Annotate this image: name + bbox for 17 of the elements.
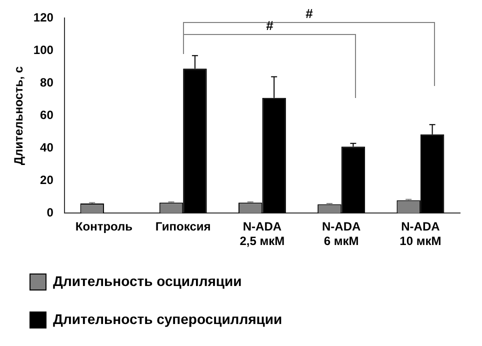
annotation: # (265, 18, 274, 34)
y-tick-label: 60 (40, 108, 54, 122)
legend-label: Длительность суперосцилляции (53, 310, 282, 327)
annotation: # (304, 6, 314, 22)
legend-label: Длительность осцилляции (53, 272, 242, 289)
y-axis-title: Длительность, с (12, 66, 26, 166)
x-tick-label: N-ADA 6 мкМ (322, 220, 361, 248)
x-tick-label: Контроль (75, 220, 133, 234)
x-tick-label: N-ADA 2,5 мкМ (240, 220, 285, 248)
y-tick-label: 20 (40, 173, 54, 188)
y-tick-label: 120 (33, 10, 54, 25)
y-tick-label: 0 (46, 206, 54, 220)
y-tick-label: 40 (40, 140, 54, 155)
x-tick-label: Гипоксия (155, 220, 211, 234)
y-tick-label: 100 (33, 43, 54, 58)
x-tick-label: N-ADA 10 мкМ (400, 220, 442, 248)
y-tick-label: 80 (40, 76, 54, 90)
